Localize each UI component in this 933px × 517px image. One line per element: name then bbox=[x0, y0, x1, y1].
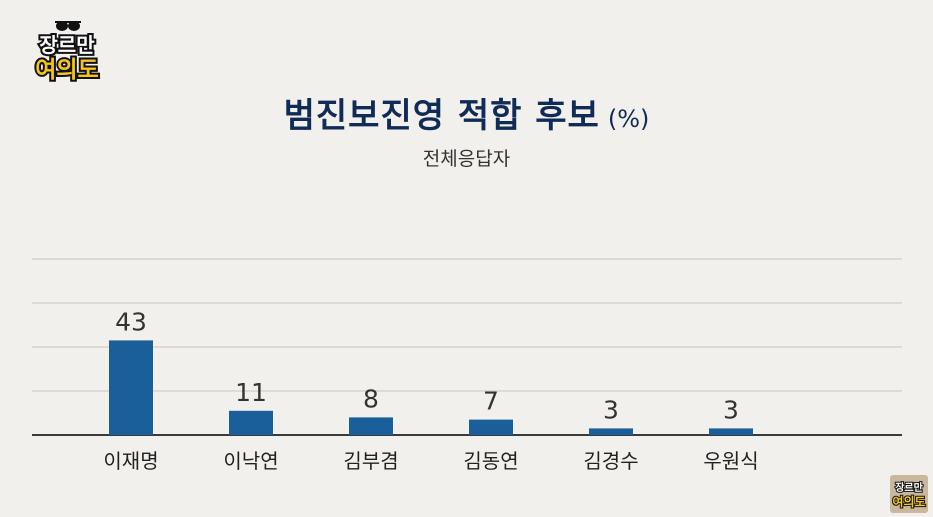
data-label: 3 bbox=[603, 395, 619, 424]
bar bbox=[349, 417, 393, 435]
x-tick-label: 우원식 bbox=[703, 449, 758, 473]
bar-chart: 43 이재명 11 이낙연 8 김부겸 7 김동연 3 김경수 3 우원식 bbox=[32, 258, 902, 473]
data-label: 11 bbox=[235, 378, 267, 407]
data-label: 3 bbox=[723, 395, 739, 424]
x-tick-label: 김동연 bbox=[463, 449, 518, 473]
x-tick-label: 김경수 bbox=[583, 449, 638, 473]
data-label: 7 bbox=[483, 387, 499, 416]
logo-text-bottom: 여의도 bbox=[33, 57, 100, 84]
chart-title-unit: (%) bbox=[607, 105, 650, 133]
channel-logo: 장르만 여의도 bbox=[29, 18, 105, 84]
x-tick-label: 이재명 bbox=[103, 449, 158, 473]
x-tick-label: 이낙연 bbox=[223, 449, 278, 473]
chart-subtitle: 전체응답자 bbox=[422, 148, 511, 170]
bar bbox=[109, 340, 153, 435]
data-label: 43 bbox=[115, 307, 147, 336]
bar bbox=[709, 428, 753, 435]
data-label: 8 bbox=[363, 384, 379, 413]
watermark-text-bottom: 여의도 bbox=[891, 495, 926, 509]
watermark-logo: 장르만 여의도 bbox=[890, 475, 928, 513]
bar bbox=[589, 428, 633, 435]
watermark-text-top: 장르만 bbox=[894, 483, 924, 495]
logo-text-top: 장르만 bbox=[37, 33, 96, 57]
x-tick-label: 김부겸 bbox=[343, 449, 398, 473]
chart-title-text: 범진보진영 적합 후보 bbox=[283, 96, 600, 136]
chart-title: 범진보진영 적합 후보 (%) bbox=[0, 88, 933, 137]
bar bbox=[229, 410, 273, 435]
bar bbox=[469, 419, 513, 435]
sunglasses-icon bbox=[55, 21, 81, 31]
